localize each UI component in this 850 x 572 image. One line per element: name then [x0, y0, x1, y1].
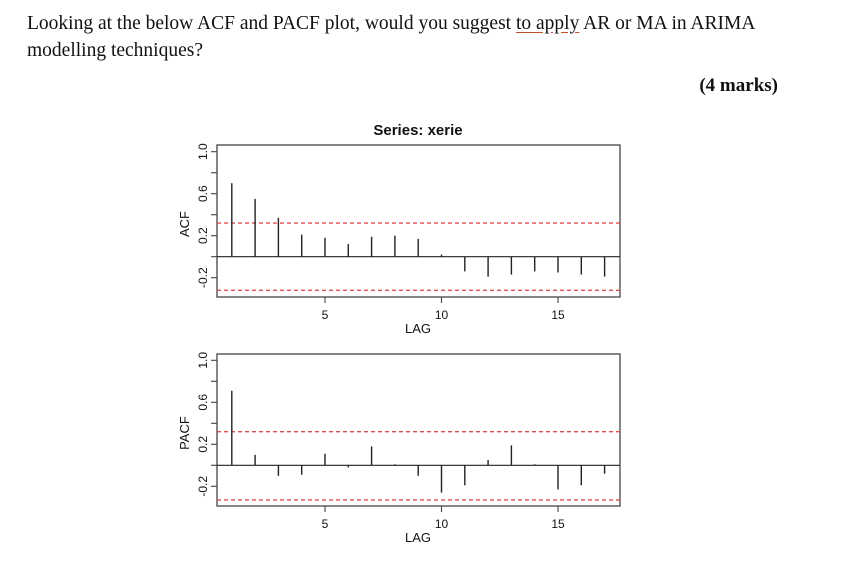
plot-frame	[216, 353, 621, 507]
x-tick-label: 15	[551, 308, 565, 322]
plot-frame	[216, 144, 621, 298]
pacf-plot: -0.2 0.2 0.6 1.0 5 10 15 LAG PACF	[177, 352, 621, 545]
question-text: Looking at the below ACF and PACF plot, …	[27, 10, 827, 64]
x-tick-label: 15	[551, 517, 565, 531]
spellcheck-flagged-phrase[interactable]: to apply	[515, 13, 580, 34]
x-tick-label: 10	[435, 308, 449, 322]
x-axis-label: LAG	[405, 321, 431, 336]
y-tick-label: 0.6	[196, 394, 210, 411]
question-text-end: AR or MA in ARIMA modelling techniques?	[27, 13, 755, 61]
question-text-start: Looking at the below ACF and PACF plot, …	[27, 13, 516, 34]
x-axis-label: LAG	[405, 530, 431, 545]
y-tick-label: -0.2	[196, 476, 210, 497]
y-axis-label: PACF	[177, 416, 192, 450]
acf-chart-title: Series: xerie	[373, 122, 462, 139]
y-tick-label: 0.2	[196, 436, 210, 453]
y-axis-label: ACF	[177, 211, 192, 237]
y-tick-label: 0.6	[196, 185, 210, 202]
y-tick-label: 1.0	[196, 143, 210, 160]
x-tick-label: 5	[322, 308, 329, 322]
marks-label: (4 marks)	[699, 75, 778, 96]
y-tick-label: 0.2	[196, 227, 210, 244]
x-tick-label: 10	[435, 517, 449, 531]
y-tick-label: -0.2	[196, 267, 210, 288]
y-tick-label: 1.0	[196, 352, 210, 369]
x-tick-label: 5	[322, 517, 329, 531]
acf-plot: -0.2 0.2 0.6 1.0 5 10 15 LAG ACF	[177, 143, 621, 336]
